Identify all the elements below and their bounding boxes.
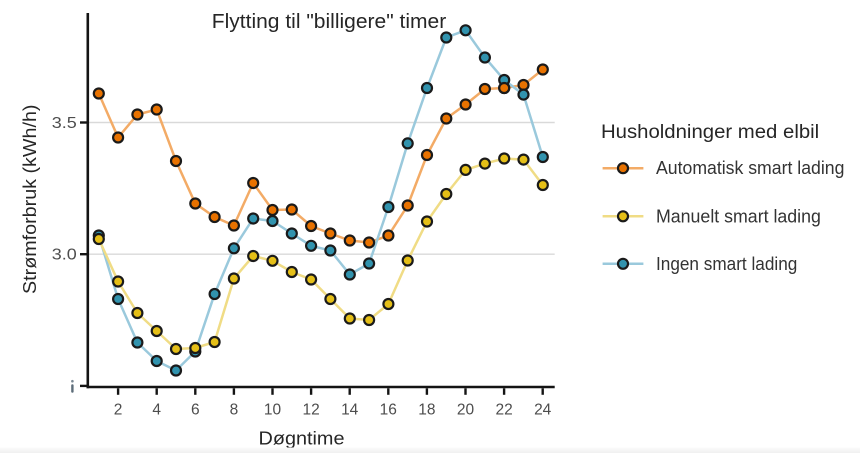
svg-text:10: 10 — [264, 402, 282, 419]
svg-text:4: 4 — [152, 402, 161, 419]
svg-text:Døgntime: Døgntime — [259, 428, 345, 448]
svg-text:6: 6 — [191, 402, 200, 419]
svg-text:24: 24 — [534, 402, 552, 419]
svg-text:14: 14 — [341, 402, 359, 419]
svg-text:Automatisk smart lading: Automatisk smart lading — [656, 158, 844, 178]
svg-text:Husholdninger med elbil: Husholdninger med elbil — [601, 121, 819, 143]
svg-text:8: 8 — [230, 402, 239, 419]
svg-text:20: 20 — [457, 402, 475, 419]
svg-text:18: 18 — [418, 402, 435, 419]
svg-text:16: 16 — [380, 402, 397, 419]
svg-text:Manuelt smart lading: Manuelt smart lading — [656, 206, 821, 226]
svg-text:3.0: 3.0 — [52, 247, 77, 264]
svg-text:Flytting til "billigere" timer: Flytting til "billigere" timer — [212, 11, 447, 33]
svg-text:22: 22 — [495, 402, 512, 419]
svg-text:2: 2 — [114, 402, 123, 419]
svg-text:12: 12 — [302, 402, 319, 419]
svg-text:3.5: 3.5 — [52, 115, 77, 132]
svg-text:Strømforbruk (kWh/h): Strømforbruk (kWh/h) — [20, 105, 40, 295]
svg-text:Ingen smart lading: Ingen smart lading — [656, 254, 797, 274]
